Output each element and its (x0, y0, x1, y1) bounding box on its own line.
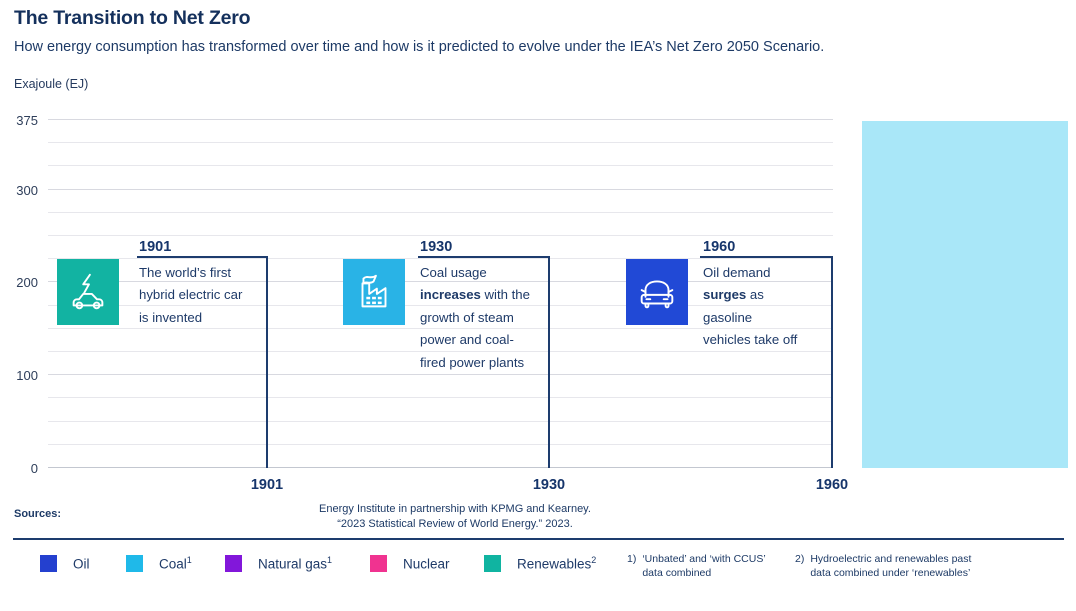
legend-label-coal: Coal1 (159, 555, 192, 572)
gridline (48, 420, 833, 422)
legend-label-oil: Oil (73, 556, 90, 572)
nuclear-swatch (370, 555, 387, 572)
gridline (48, 258, 833, 260)
annotation-line: The world’s first (139, 265, 232, 280)
annotation-vline-1930 (548, 256, 550, 468)
gridline (48, 351, 833, 352)
gridline (48, 467, 833, 468)
y-tick-label: 200 (16, 275, 38, 291)
coal-swatch (126, 555, 143, 572)
annotation-line: is invented (139, 309, 203, 325)
legend-divider (13, 538, 1064, 540)
annotation-line: Oil demand (703, 265, 771, 280)
sources-line-2: “2023 Statistical Review of World Energy… (337, 517, 573, 530)
annotation-line: vehicles take off (703, 332, 798, 348)
annotation-year-1960: 1960 (703, 239, 736, 255)
plot-area (48, 119, 833, 468)
legend-item-oil: Oil (40, 555, 90, 572)
electric-car-icon (57, 259, 119, 325)
legend-label-renewables: Renewables2 (517, 555, 597, 572)
y-tick-label: 100 (16, 368, 38, 384)
forecast-highlight-region (862, 121, 1068, 468)
legend-item-coal: Coal1 (126, 555, 192, 572)
factory-icon (343, 259, 405, 325)
annotation-line: gasoline (703, 309, 753, 325)
annotation-line: increases with the (420, 287, 530, 303)
annotation-line: growth of steam (420, 309, 514, 325)
page-title: The Transition to Net Zero (14, 7, 251, 29)
annotation-topline (137, 256, 268, 258)
gridline (48, 443, 833, 445)
gridline (48, 397, 833, 399)
footnote-2-text: Hydroelectric and renewables past data c… (810, 553, 972, 579)
renewables-swatch (484, 555, 501, 572)
legend-label-natural-gas: Natural gas1 (258, 555, 333, 572)
x-tick-1930: 1930 (532, 477, 566, 493)
y-tick-label: 0 (30, 461, 38, 476)
annotation-text-1901: The world’s first hybrid electric car is… (139, 262, 264, 329)
sources-text: Energy Institute in partnership with KPM… (240, 502, 670, 531)
gridline (48, 235, 833, 236)
sources-line-1: Energy Institute in partnership with KPM… (319, 503, 591, 515)
annotation-text-1930: Coal usage increases with the growth of … (420, 262, 548, 374)
annotation-year-1901: 1901 (139, 239, 172, 255)
sources-label: Sources: (14, 508, 62, 520)
gridline (48, 211, 833, 213)
page-subtitle: How energy consumption has transformed o… (14, 39, 825, 55)
gridline (48, 304, 833, 306)
annotation-topline (700, 256, 833, 258)
car-icon (626, 259, 688, 325)
y-axis-labels: 0 100 200 300 375 (0, 113, 38, 476)
annotation-line: power and coal- (420, 332, 514, 348)
legend-item-nuclear: Nuclear (370, 555, 450, 572)
annotation-year-1930: 1930 (420, 239, 453, 255)
footnote-1-number: 1) (627, 553, 637, 565)
gridline (48, 119, 833, 120)
footnote-2: 2) Hydroelectric and renewables past dat… (795, 553, 971, 580)
annotation-vline-1960 (831, 256, 833, 468)
y-axis-unit-label: Exajoule (EJ) (14, 77, 89, 91)
annotation-line: Coal usage (420, 265, 487, 280)
oil-swatch (40, 555, 57, 572)
natural-gas-swatch (225, 555, 242, 572)
y-tick-label: 375 (16, 113, 38, 128)
gridline (48, 281, 833, 283)
gridline (48, 327, 833, 329)
legend-label-nuclear: Nuclear (403, 556, 450, 572)
footnote-2-number: 2) (795, 553, 805, 565)
x-tick-1960: 1960 (815, 477, 849, 493)
annotation-text-1960: Oil demand surges as gasoline vehicles t… (703, 262, 831, 352)
annotation-line: surges as (703, 287, 764, 303)
x-tick-1901: 1901 (250, 477, 284, 493)
gridline (48, 142, 833, 144)
gridline (48, 165, 833, 167)
annotation-line: fired power plants (420, 354, 525, 370)
legend-item-natural-gas: Natural gas1 (225, 555, 332, 572)
legend-item-renewables: Renewables2 (484, 555, 596, 572)
footnote-1: 1) ‘Unbated’ and ‘with CCUS’ data combin… (627, 553, 766, 580)
annotation-vline-1901 (266, 256, 268, 468)
gridline (48, 374, 833, 376)
annotation-topline (418, 256, 550, 258)
annotation-line: hybrid electric car (139, 287, 243, 303)
y-tick-label: 300 (16, 182, 38, 198)
footnote-1-text: ‘Unbated’ and ‘with CCUS’ data combined (642, 553, 766, 579)
gridline (48, 188, 833, 190)
